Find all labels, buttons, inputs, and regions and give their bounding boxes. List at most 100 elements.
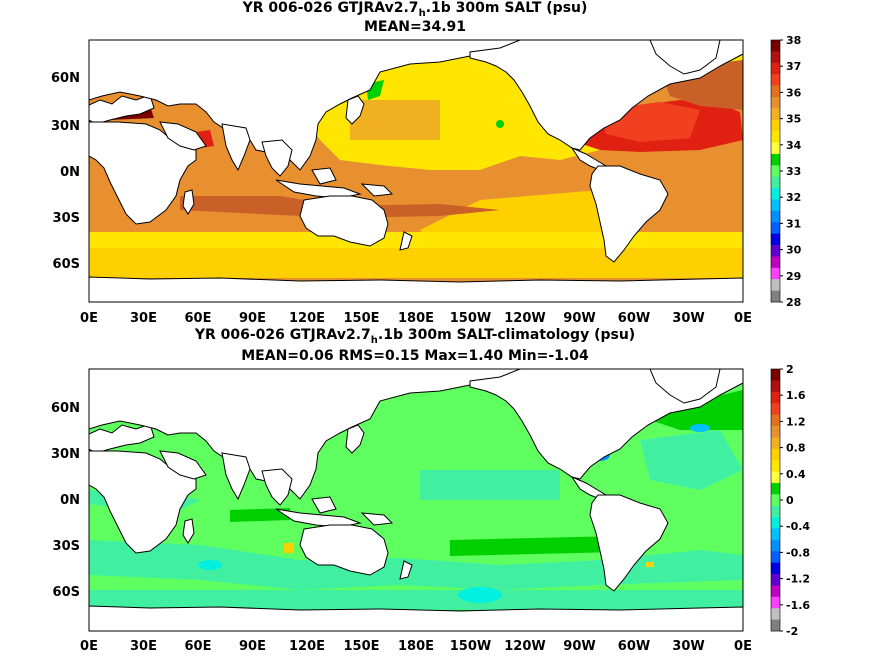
map2-colorbar-swatch bbox=[771, 596, 780, 609]
map2-field-patch bbox=[420, 470, 560, 500]
map2-field-blue bbox=[690, 424, 710, 432]
map1-colorbar-swatch bbox=[771, 85, 780, 98]
map2-lon-label: 150E bbox=[343, 639, 379, 654]
map1-field-npac-band bbox=[350, 100, 440, 140]
map2-colorbar-label: -0.8 bbox=[786, 546, 810, 559]
map1-colorbar: 38 37 36 35 34 33 32 31 30 29 28 bbox=[770, 34, 802, 309]
map2-colorbar-label: 2 bbox=[786, 363, 794, 376]
map1-title: YR 006-026 GTJRAv2.7h.1b 300m SALT (psu) bbox=[242, 0, 588, 19]
map2-frame bbox=[88, 368, 744, 632]
map1-colorbar-swatch bbox=[771, 199, 780, 212]
map1-lon-label: 90E bbox=[239, 311, 266, 326]
map2-field-cyan bbox=[458, 587, 502, 603]
map1-colorbar-swatch bbox=[771, 256, 780, 269]
map2-colorbar-label: -2 bbox=[786, 625, 798, 638]
map2-colorbar-swatch bbox=[771, 539, 780, 552]
map2-field-patch bbox=[640, 430, 743, 490]
map2-lon-label: 150W bbox=[450, 639, 491, 654]
map1-colorbar-swatch bbox=[771, 131, 780, 143]
map1-colorbar-swatch bbox=[771, 176, 780, 189]
map2-colorbar-swatch bbox=[771, 608, 780, 620]
map2-field-patch bbox=[89, 540, 743, 590]
map1-stats: MEAN=34.91 bbox=[363, 19, 467, 35]
map1-lat-label: 60N bbox=[51, 71, 80, 86]
map2-colorbar-swatch bbox=[771, 369, 780, 381]
map2-plot bbox=[89, 369, 743, 631]
map2-colorbar-swatch bbox=[771, 517, 780, 529]
map2-lat-label: 30N bbox=[51, 447, 80, 462]
map2-colorbar-swatch bbox=[771, 528, 780, 541]
map2-colorbar-swatch bbox=[771, 585, 780, 598]
map2-lon-label: 0E bbox=[80, 639, 98, 654]
map1-colorbar-swatch bbox=[771, 165, 780, 177]
map2-colorbar-label: 1.2 bbox=[786, 415, 806, 428]
map1-lon-label: 60E bbox=[185, 311, 212, 326]
map2-colorbar-swatch bbox=[771, 562, 780, 575]
map1-colorbar-swatch bbox=[771, 51, 780, 64]
map2-colorbar-swatch bbox=[771, 425, 780, 438]
map2-colorbar-swatch bbox=[771, 380, 780, 393]
map2-lon-label: 180E bbox=[398, 639, 434, 654]
map2-colorbar-label: 0 bbox=[786, 494, 794, 507]
map2-colorbar: 2 1.6 1.2 0.8 0.4 0 -0.4 -0.8 -1.2 -1.6 -2 bbox=[770, 363, 810, 638]
map2-colorbar-swatch bbox=[771, 460, 780, 472]
map2-field-yellow bbox=[646, 562, 654, 567]
map1-colorbar-swatch bbox=[771, 279, 780, 291]
map2-field-dark bbox=[230, 508, 290, 522]
map1-colorbar-swatch bbox=[771, 153, 780, 166]
map2-lon-label: 60W bbox=[618, 639, 650, 654]
map2-lat-label: 60S bbox=[53, 585, 80, 600]
map1-colorbar-swatch bbox=[771, 74, 780, 86]
map2-field-yellow bbox=[284, 543, 294, 553]
map1-plot bbox=[89, 40, 743, 302]
map1-colorbar-label: 36 bbox=[786, 86, 802, 99]
map1-lon-label: 150E bbox=[343, 311, 379, 326]
map2-lon-label: 120E bbox=[289, 639, 325, 654]
map2-lat-label: 30S bbox=[53, 539, 80, 554]
map1-colorbar-swatch bbox=[771, 96, 780, 109]
map1-lon-label: 120E bbox=[289, 311, 325, 326]
map2-title: YR 006-026 GTJRAv2.7h.1b 300m SALT-clima… bbox=[194, 327, 636, 346]
map1-lon-label: 30W bbox=[672, 311, 704, 326]
map1-colorbar-swatch bbox=[771, 222, 780, 234]
map1-lon-label: 30E bbox=[130, 311, 157, 326]
map1-colorbar-swatch bbox=[771, 119, 780, 132]
map1-field-spot bbox=[496, 120, 504, 128]
map1-colorbar-label: 38 bbox=[786, 34, 801, 47]
map1-colorbar-label: 31 bbox=[786, 217, 801, 230]
map1-lon-label: 180E bbox=[398, 311, 434, 326]
map1-lat-label: 30S bbox=[53, 211, 80, 226]
map2-colorbar-swatch bbox=[771, 619, 780, 632]
map2-lon-label: 120W bbox=[504, 639, 545, 654]
map1-colorbar-swatch bbox=[771, 267, 780, 280]
map1-lon-label: 90W bbox=[563, 311, 595, 326]
map2-stats: MEAN=0.06 RMS=0.15 Max=1.40 Min=-1.04 bbox=[241, 348, 589, 364]
map1-colorbar-swatch bbox=[771, 210, 780, 223]
map1-colorbar-label: 33 bbox=[786, 165, 801, 178]
map2-field-patch bbox=[89, 590, 743, 610]
map1-colorbar-swatch bbox=[771, 40, 780, 52]
map2-lat-axis: 60N 30N 0N 30S 60S bbox=[51, 401, 80, 600]
map2-colorbar-label: -1.6 bbox=[786, 599, 810, 612]
map2-lon-label: 30W bbox=[672, 639, 704, 654]
map2-lat-label: 60N bbox=[51, 401, 80, 416]
map2-colorbar-swatch bbox=[771, 494, 780, 506]
map1-lon-label: 60W bbox=[618, 311, 650, 326]
map1-lat-label: 30N bbox=[51, 119, 80, 134]
map2-colorbar-swatch bbox=[771, 403, 780, 415]
map1-lon-label: 150W bbox=[450, 311, 491, 326]
map2-colorbar-swatch bbox=[771, 505, 780, 518]
map1-colorbar-label: 30 bbox=[786, 244, 802, 257]
map2-colorbar-swatch bbox=[771, 414, 780, 427]
map1-lat-label: 0N bbox=[60, 165, 80, 180]
map1-colorbar-swatch bbox=[771, 188, 780, 200]
map1-colorbar-label: 34 bbox=[786, 139, 802, 152]
map2-colorbar-label: -0.4 bbox=[786, 520, 810, 533]
map2-lon-axis: 0E 30E 60E 90E 120E 150E 180E 150W 120W 90W 60W 30W… bbox=[80, 639, 752, 654]
map1-field-southern-1 bbox=[89, 232, 743, 248]
map1-colorbar-swatch bbox=[771, 290, 780, 303]
map2-colorbar-label: 0.8 bbox=[786, 442, 806, 455]
map2-field-cyan bbox=[198, 560, 222, 570]
map2-colorbar-swatch bbox=[771, 391, 780, 404]
